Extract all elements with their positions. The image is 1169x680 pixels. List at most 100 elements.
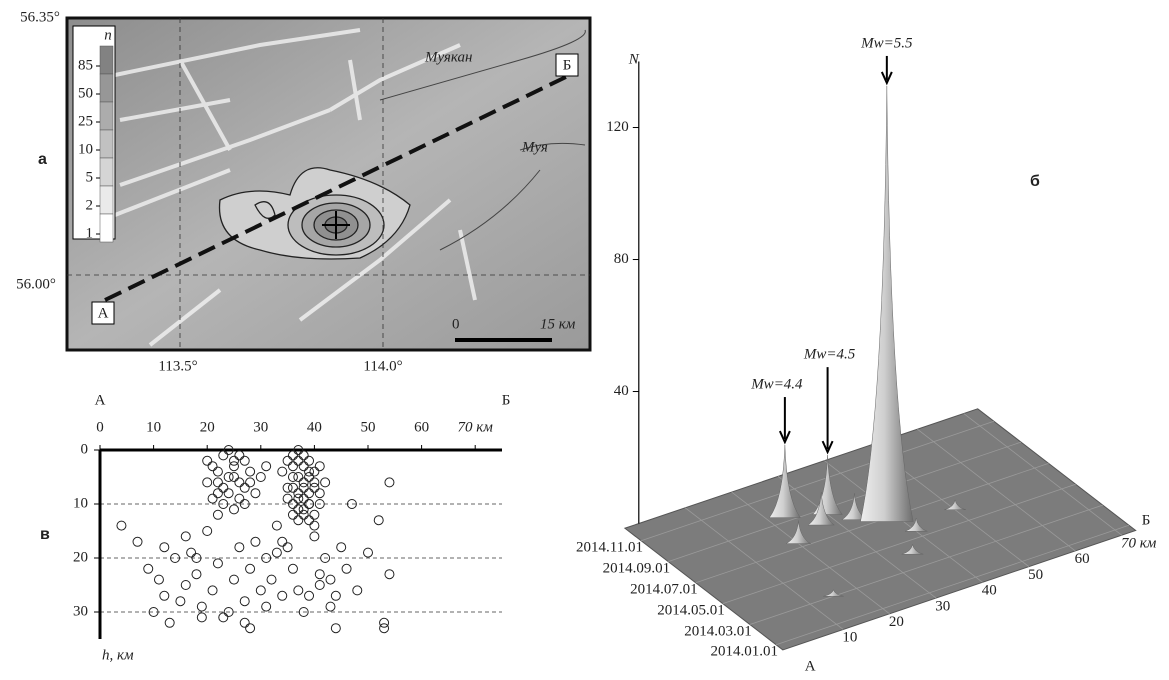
- panel-label: б: [1030, 173, 1040, 190]
- point: [299, 483, 308, 492]
- x-tick-label: 60: [1075, 551, 1090, 567]
- point: [176, 597, 185, 606]
- y-tick-label: 0: [81, 441, 89, 457]
- y-tick-label: 10: [73, 495, 88, 511]
- point: [251, 537, 260, 546]
- point: [224, 489, 233, 498]
- legend-swatch: [100, 158, 113, 186]
- point: [230, 473, 239, 482]
- date-tick-label: 2014.07.01: [630, 582, 698, 598]
- point: [256, 586, 265, 595]
- date-tick-label: 2014.01.01: [711, 643, 779, 659]
- date-tick-label: 2014.05.01: [657, 602, 725, 618]
- scale-label: 15 км: [540, 316, 576, 332]
- point: [337, 543, 346, 552]
- lon-label: 113.5°: [158, 358, 197, 374]
- point: [288, 564, 297, 573]
- point: [310, 510, 319, 519]
- point: [305, 489, 314, 498]
- panel-label: в: [40, 526, 50, 543]
- x-tick-label: 40: [982, 583, 997, 599]
- point: [267, 575, 276, 584]
- x-tick-label: 70 км: [458, 419, 494, 435]
- point: [278, 591, 287, 600]
- legend-label: 10: [78, 141, 93, 157]
- z-label: N: [628, 51, 640, 67]
- legend-label: 25: [78, 113, 93, 129]
- point: [256, 473, 265, 482]
- point: [219, 483, 228, 492]
- point: [230, 456, 239, 465]
- point: [288, 462, 297, 471]
- point: [315, 462, 324, 471]
- point: [283, 494, 292, 503]
- x-tick-label: 50: [1028, 567, 1043, 583]
- point: [213, 559, 222, 568]
- point: [144, 564, 153, 573]
- point: [310, 467, 319, 476]
- point: [197, 602, 206, 611]
- legend-swatch: [100, 46, 113, 74]
- river-label: Муякан: [424, 49, 472, 65]
- annotation: Mw=4.5: [803, 347, 856, 363]
- x-tick-label: 70 км: [1121, 535, 1157, 551]
- point: [326, 602, 335, 611]
- point: [160, 543, 169, 552]
- point: [294, 489, 303, 498]
- point: [380, 624, 389, 633]
- point: [305, 473, 314, 482]
- x-tick-label: 40: [307, 419, 322, 435]
- panel-label: а: [38, 151, 47, 168]
- x-tick-label: 10: [842, 630, 857, 646]
- point: [117, 521, 126, 530]
- point: [181, 581, 190, 590]
- scale-label: 0: [452, 316, 460, 332]
- point: [246, 564, 255, 573]
- lon-label: 114.0°: [363, 358, 402, 374]
- legend-swatch: [100, 102, 113, 130]
- point: [251, 489, 260, 498]
- point: [262, 462, 271, 471]
- point: [240, 618, 249, 627]
- point: [219, 451, 228, 460]
- point: [305, 516, 314, 525]
- point: [213, 467, 222, 476]
- x-tick-label: 30: [253, 419, 268, 435]
- axis-label: А: [95, 392, 106, 408]
- date-tick-label: 2014.03.01: [684, 623, 752, 639]
- point: [305, 591, 314, 600]
- point: [385, 478, 394, 487]
- point: [315, 581, 324, 590]
- lat-label: 56.35°: [20, 9, 60, 25]
- x-tick-label: 30: [935, 598, 950, 614]
- axis-label: А: [805, 659, 816, 675]
- point: [240, 483, 249, 492]
- point: [374, 516, 383, 525]
- point: [272, 548, 281, 557]
- point: [331, 591, 340, 600]
- point: [305, 467, 314, 476]
- page: А Б Муякан Муя 0 15 км 56.35° 56.00° 113…: [0, 0, 1169, 680]
- point: [203, 478, 212, 487]
- point: [305, 456, 314, 465]
- point: [219, 613, 228, 622]
- point: [294, 586, 303, 595]
- point: [315, 489, 324, 498]
- point: [246, 478, 255, 487]
- x-tick-label: 0: [96, 419, 104, 435]
- point: [283, 456, 292, 465]
- date-tick-label: 2014.09.01: [603, 560, 671, 576]
- point: [278, 537, 287, 546]
- surface-chart: 10203040506070 км2014.01.012014.03.01201…: [576, 35, 1157, 674]
- point: [331, 624, 340, 633]
- x-tick-label: 10: [146, 419, 161, 435]
- legend-swatch: [100, 186, 113, 214]
- point: [235, 478, 244, 487]
- point: [192, 570, 201, 579]
- point: [187, 548, 196, 557]
- point: [385, 570, 394, 579]
- point: [364, 548, 373, 557]
- point: [283, 483, 292, 492]
- axis-label: h, км: [102, 647, 134, 663]
